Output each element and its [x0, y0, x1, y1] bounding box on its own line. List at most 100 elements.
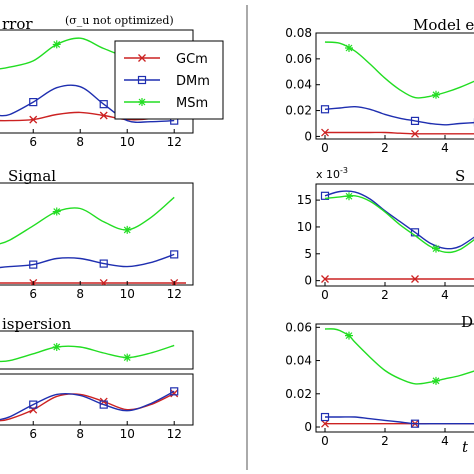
xtick-label-right-1-1: 2 [381, 141, 389, 155]
series-point-right-2-DMm-0 [320, 191, 330, 200]
ytick-label-right-2-1: 5 [304, 247, 312, 261]
series-point-right-2-MSm-1 [432, 244, 440, 253]
series-point-left-2-DMm-1 [99, 259, 108, 268]
series-point-left-1-DMm-0 [29, 97, 38, 107]
series-layer-right-2 [320, 190, 474, 283]
ytick-label-right-1-0: 0 [304, 129, 312, 143]
panel-right-1: Model e 0 0.02 0.04 0.06 0.08 0 2 4 [285, 16, 474, 155]
ytick-label-right-2-0: 0 [304, 274, 312, 288]
series-line-right-2-DMm [324, 190, 474, 250]
ytick-label-right-3-2: 0.04 [285, 354, 312, 368]
series-point-right-3-MSm-1 [432, 376, 440, 385]
panel-left-2-frame [0, 182, 194, 286]
panel-left-3-title: ispersion [2, 315, 72, 333]
series-layer-right-3 [320, 328, 474, 428]
panel-left-2: Signal 6 8 10 12 [0, 167, 194, 301]
series-point-right-3-DMm-0 [320, 412, 330, 422]
series-line-left-1-DMm [0, 84, 175, 123]
series-point-left-1-GCm-0 [29, 115, 38, 124]
series-line-right-3-DMm [324, 416, 474, 425]
xtick-label-left-2-2: 10 [120, 287, 135, 301]
xtick-label-left-2-0: 6 [29, 287, 37, 301]
legend-entries: GCm DMm MSm [124, 52, 210, 111]
series-point-right-3-GCm-0 [321, 419, 329, 428]
plot-area-left-3 [0, 342, 175, 363]
series-point-left-4-GCm-0 [29, 405, 38, 414]
panel-right-2-frame [315, 183, 474, 287]
panel-right-2-exponent: x 10-3 [316, 166, 348, 181]
legend-entry-GCm: GCm [124, 52, 208, 67]
series-point-left-1-DMm-1 [99, 100, 108, 109]
xtick-layer-left-1: 6 8 10 12 [29, 129, 182, 149]
series-point-right-1-GCm-1 [411, 129, 419, 138]
ytick-label-right-1-1: 0.02 [285, 104, 312, 118]
xtick-label-left-1-2: 10 [120, 135, 135, 149]
plot-area-right-3 [320, 328, 474, 428]
series-point-left-2-DMm-2 [170, 250, 179, 259]
panel-right-3: D t 0 0.02 0.04 0.06 0 2 4 [285, 313, 474, 456]
series-point-left-4-DMm-0 [29, 400, 38, 409]
series-layer-right-1 [320, 41, 474, 138]
ytick-label-right-1-3: 0.06 [285, 52, 312, 66]
series-point-left-3-MSm-1 [123, 353, 132, 362]
series-point-right-1-MSm-1 [432, 90, 440, 99]
xtick-label-left-4-0: 6 [29, 427, 37, 441]
panel-right-3-xlabel: t [462, 438, 469, 456]
ytick-label-right-2-2: 10 [297, 220, 312, 234]
ytick-label-right-2-3: 15 [297, 193, 312, 207]
series-line-right-1-DMm [324, 105, 474, 126]
xtick-label-left-1-1: 8 [76, 135, 84, 149]
series-point-right-2-GCm-1 [411, 275, 419, 283]
series-point-left-3-MSm-0 [52, 342, 61, 351]
series-point-left-4-DMm-1 [99, 400, 108, 409]
axis-layer-right-1: 0 0.02 0.04 0.06 0.08 0 2 4 [285, 26, 449, 155]
legend-marker-GCm [138, 54, 146, 62]
series-point-left-1-GCm-1 [99, 111, 108, 120]
series-line-left-2-MSm [0, 196, 175, 245]
xtick-label-left-1-3: 12 [167, 135, 182, 149]
xtick-label-left-1-0: 6 [29, 135, 37, 149]
xtick-layer-left-2: 6 8 10 12 [29, 281, 182, 301]
series-line-left-3-MSm [0, 344, 175, 363]
xtick-label-left-4-3: 12 [167, 427, 182, 441]
plot-area-right-2 [320, 190, 474, 283]
axis-layer-right-2: 0 5 10 15 0 2 4 [297, 193, 449, 302]
series-point-left-4-DMm-2 [170, 387, 179, 396]
xtick-label-right-3-0: 0 [321, 434, 329, 448]
series-point-left-2-MSm-0 [52, 207, 61, 216]
panel-left-3-frame [0, 330, 194, 370]
exponent-base: x 10 [316, 168, 340, 181]
xtick-label-right-1-0: 0 [321, 141, 329, 155]
ytick-label-right-3-0: 0 [304, 420, 312, 434]
series-point-left-2-MSm-1 [123, 225, 132, 234]
series-point-right-1-DMm-1 [410, 116, 420, 126]
xtick-label-right-3-1: 2 [381, 434, 389, 448]
xtick-label-right-1-2: 4 [441, 141, 449, 155]
series-point-right-3-DMm-1 [410, 419, 420, 428]
series-point-left-2-DMm-0 [29, 260, 38, 269]
series-point-left-1-MSm-0 [52, 40, 61, 49]
series-layer-left-3 [0, 342, 175, 363]
xtick-label-right-3-2: 4 [441, 434, 449, 448]
series-point-right-1-DMm-0 [320, 105, 330, 114]
series-layer-left-4 [0, 387, 179, 422]
series-point-right-3-MSm-0 [345, 331, 353, 340]
ytick-label-right-3-3: 0.06 [285, 320, 312, 334]
ytick-label-right-1-4: 0.08 [285, 26, 312, 40]
panel-left-4: 6 8 10 12 [0, 373, 194, 441]
panel-left-1-annotation: (σ_u not optimized) [65, 14, 174, 27]
series-point-right-1-GCm-0 [321, 128, 329, 137]
xtick-label-left-2-3: 12 [167, 287, 182, 301]
panel-left-3: ispersion [0, 315, 194, 370]
panel-right-1-title: Model e [413, 16, 474, 34]
series-point-left-4-GCm-2 [170, 389, 179, 398]
legend-label-GCm: GCm [176, 52, 208, 67]
xtick-label-left-4-2: 10 [120, 427, 135, 441]
legend-label-MSm: MSm [176, 96, 208, 111]
legend-marker-DMm [137, 75, 147, 85]
axis-layer-right-3: 0 0.02 0.04 0.06 0 2 4 [285, 320, 449, 448]
legend-marker-MSm [138, 98, 146, 106]
series-point-left-2-GCm-1 [99, 279, 108, 285]
panel-right-2: S x 10-3 0 5 10 15 0 2 4 [297, 166, 474, 302]
